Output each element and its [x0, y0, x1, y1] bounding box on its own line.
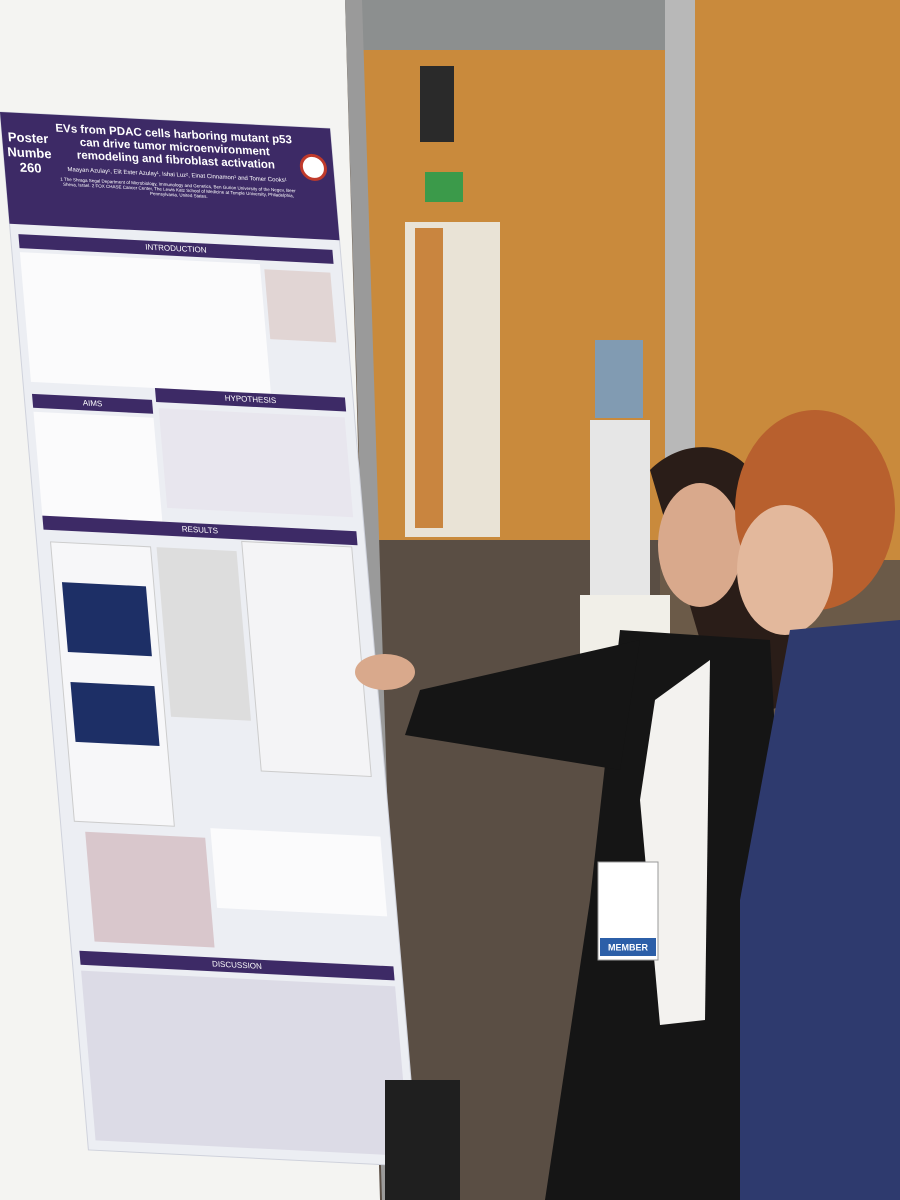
text-block [19, 252, 271, 394]
figure [241, 540, 372, 778]
figure [156, 547, 252, 721]
poster-number: 260 [19, 159, 43, 176]
figure [264, 269, 337, 343]
bin [385, 1080, 460, 1200]
microscopy [61, 582, 152, 657]
badge-band [600, 938, 656, 956]
hand [355, 654, 415, 690]
section-heading: AIMS [82, 398, 102, 408]
section-heading: HYPOTHESIS [224, 394, 276, 406]
arm [405, 640, 640, 770]
exit-sign [425, 172, 463, 202]
poster-number-box: Poster Number 260 [6, 130, 56, 176]
door [415, 228, 443, 528]
water-cooler [590, 420, 650, 600]
badge-text: MEMBER [608, 942, 648, 952]
text-block [33, 411, 164, 536]
figure [85, 831, 215, 948]
section-bar [42, 515, 358, 546]
tweed-jacket [740, 620, 900, 1200]
header-band [0, 112, 340, 241]
section-bar [18, 234, 334, 264]
text-block [81, 970, 410, 1157]
section-heading: INTRODUCTION [145, 243, 207, 255]
restroom-sign [420, 66, 454, 142]
section-bar [79, 950, 395, 981]
logo [299, 153, 327, 181]
section-heading: RESULTS [181, 525, 218, 536]
poster-label: Poster Number [6, 130, 56, 162]
face [658, 483, 742, 607]
section-bar [31, 393, 154, 414]
figure [158, 408, 354, 518]
text-block [210, 828, 388, 917]
section-heading: DISCUSSION [212, 959, 263, 970]
ceiling [360, 0, 690, 50]
pillar [665, 0, 695, 460]
header-text: EVs from PDAC cells harboring mutant p53… [55, 123, 296, 199]
face [737, 505, 833, 635]
water-bottle [595, 340, 643, 418]
poster: Poster Number 260 EVs from PDAC cells ha… [0, 111, 419, 1167]
section-bar [154, 388, 347, 412]
microscopy [70, 681, 160, 747]
